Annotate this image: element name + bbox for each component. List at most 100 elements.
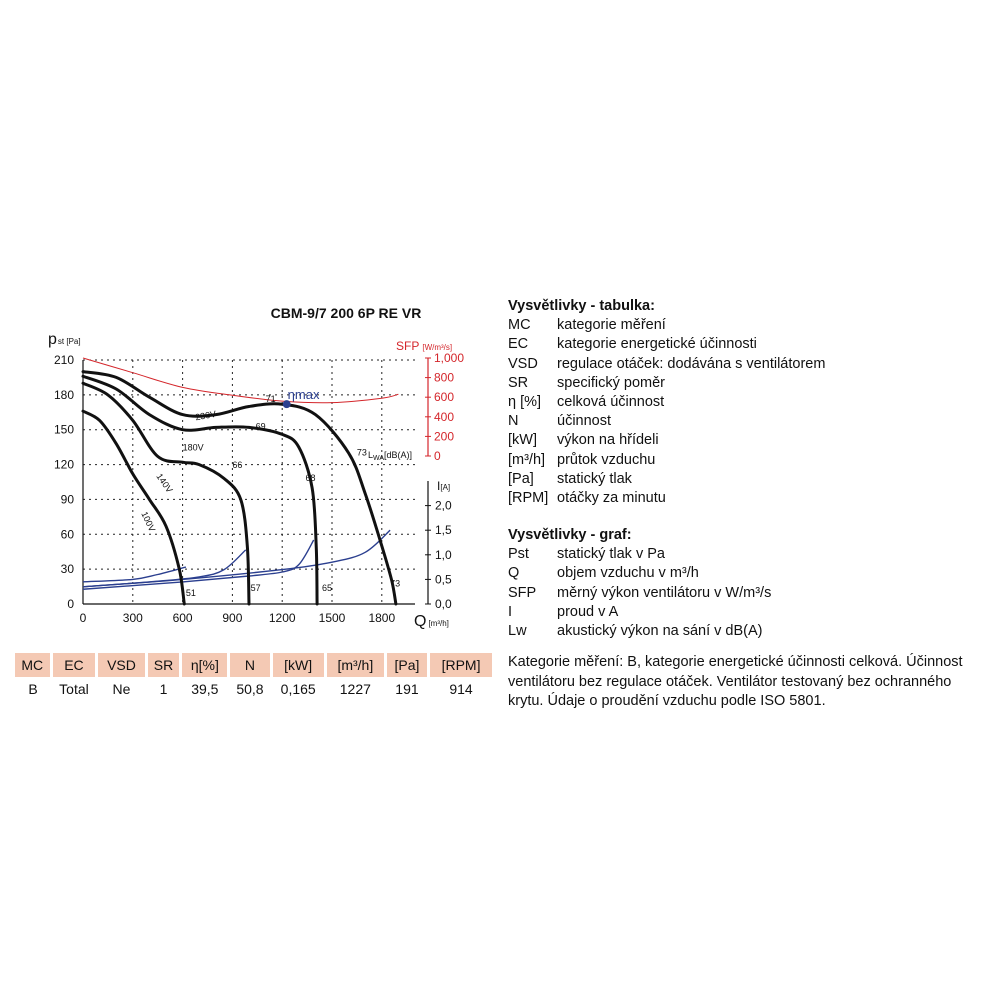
legend-key: Pst <box>508 546 529 563</box>
legend-key: Q <box>508 565 520 582</box>
legend-key: [kW] <box>508 432 537 449</box>
table-row: B Total Ne 1 39,5 50,8 0,165 1227 191 914 <box>15 677 494 701</box>
sfp-line <box>82 357 399 404</box>
performance-chart: CBM-9/7 200 6P RE VR pst [Pa] SFP [W/m³/s… <box>48 305 464 630</box>
curve-label: 180V <box>183 443 204 453</box>
table-header-cell: EC <box>51 653 99 677</box>
legend-desc: otáčky za minutu <box>557 490 666 507</box>
axis-ticks: 0 300 600 900 1200 1500 1800 0 30 60 90 120 150 180 21… <box>54 351 464 625</box>
y-tick-label: 210 <box>54 353 74 367</box>
current-line-140V <box>82 549 247 588</box>
curve-label: 73 <box>390 579 400 589</box>
curve-labels: 230V 180V 140V 100V 71 69 66 68 73 65 57 51 73 <box>139 394 400 598</box>
legend-item: Lw akustický výkon na sání v dB(A) <box>508 622 771 641</box>
pressure-curves <box>81 370 398 606</box>
x-axis-label: Q [m³/h] <box>414 613 449 630</box>
sfp-tick-label: 1,000 <box>434 351 464 365</box>
table-cell: Total <box>59 681 89 697</box>
legend-item: [m³/h] průtok vzduchu <box>508 451 825 470</box>
curve-label: 66 <box>232 460 242 470</box>
legend-desc: celková účinnost <box>557 394 665 411</box>
table-cell: 1227 <box>339 681 371 697</box>
table-header-cell: η[%] <box>180 653 231 677</box>
legend-table: Vysvětlivky - tabulka: MC kategorie měřen… <box>508 297 825 508</box>
sfp-axis-label: SFP [W/m³/s] <box>396 339 452 353</box>
table-header-cell: N <box>228 653 273 677</box>
legend-desc: kategorie měření <box>557 317 666 334</box>
legend-key: [RPM] <box>508 490 549 507</box>
legend-key: η [%] <box>508 394 542 411</box>
y-tick-label: 30 <box>61 562 75 576</box>
current-tick-label: 2,0 <box>435 499 452 513</box>
sfp-tick-label: 200 <box>434 429 454 443</box>
table-header-cell: [RPM] <box>428 653 495 677</box>
legend-key: SFP <box>508 584 537 601</box>
measurement-note: Kategorie měření: B, kategorie energetic… <box>508 654 963 709</box>
sfp-tick-label: 600 <box>434 390 454 404</box>
curve-label: 68 <box>305 473 315 483</box>
table-cell: Ne <box>112 681 131 697</box>
x-tick-label: 600 <box>173 611 193 625</box>
table-header-cell: [m³/h] <box>325 653 387 677</box>
current-line-100V <box>82 566 187 583</box>
legend-desc: objem vzduchu v m³/h <box>557 565 699 582</box>
table-cell: 914 <box>449 681 473 697</box>
table-header-cell: VSD <box>96 653 148 677</box>
legend-key: [m³/h] <box>508 451 546 468</box>
legend-key: I <box>508 603 513 620</box>
curve-label: 73 <box>357 447 367 457</box>
y-tick-label: 60 <box>61 527 75 541</box>
current-tick-label: 0,5 <box>435 572 452 586</box>
legend-key: VSD <box>508 355 538 372</box>
legend-desc: účinnost <box>557 413 612 430</box>
table-cell: 1 <box>159 681 168 697</box>
lwa-label: LWA[dB(A)] <box>368 450 412 462</box>
legend-desc: statický tlak v Pa <box>557 546 665 563</box>
current-tick-label: 1,0 <box>435 548 452 562</box>
pressure-line-180V <box>81 374 319 606</box>
current-curves <box>82 529 391 590</box>
legend-graph: Vysvětlivky - graf: Pst statický tlak v P… <box>508 526 771 641</box>
x-tick-label: 1800 <box>368 611 395 625</box>
legend-item: [kW] výkon na hřídeli <box>508 431 825 450</box>
curve-label: 51 <box>186 588 196 598</box>
y-tick-label: 150 <box>54 423 74 437</box>
legend-item: [RPM] otáčky za minutu <box>508 489 825 508</box>
curve-label: 230V <box>194 409 216 423</box>
table-header-cell: [Pa] <box>385 653 431 677</box>
legend-desc: kategorie energetické účinnosti <box>557 336 757 353</box>
legend-graph-title: Vysvětlivky - graf: <box>508 527 632 543</box>
current-tick-label: 0,0 <box>435 597 452 611</box>
pressure-line-100V <box>81 409 186 606</box>
legend-key: N <box>508 413 519 430</box>
legend-item: SFP měrný výkon ventilátoru v W/m³/s <box>508 584 771 603</box>
x-tick-label: 0 <box>80 611 87 625</box>
curve-label: 71 <box>266 394 276 404</box>
curve-label: 65 <box>322 583 332 593</box>
sfp-curve <box>82 357 399 404</box>
legend-desc: akustický výkon na sání v dB(A) <box>557 623 763 640</box>
pressure-line-230V <box>81 370 398 606</box>
eta-max-point <box>282 400 291 409</box>
legend-desc: výkon na hřídeli <box>557 432 659 449</box>
legend-key: EC <box>508 336 529 353</box>
table-header-row: MC EC VSD SR η[%] N [kW] [m³/h] [Pa] [RPM] <box>15 653 495 677</box>
eta-max-label: ηmax <box>288 387 320 402</box>
y-tick-label: 90 <box>61 492 75 506</box>
table-cell: 50,8 <box>236 681 264 697</box>
table-cell: 0,165 <box>280 681 316 697</box>
legend-desc: měrný výkon ventilátoru v W/m³/s <box>557 584 772 601</box>
curve-label: 100V <box>139 510 157 533</box>
curve-label: 69 <box>256 422 266 432</box>
legend-table-title: Vysvětlivky - tabulka: <box>508 298 655 314</box>
grid <box>82 358 429 605</box>
current-line-180V <box>82 539 315 590</box>
x-tick-label: 900 <box>222 611 242 625</box>
y-axis-label: pst [Pa] <box>48 331 81 348</box>
legend-desc: specifický poměr <box>557 374 665 391</box>
legend-desc: proud v A <box>557 603 619 620</box>
current-axis-label: I[A] <box>437 479 450 493</box>
x-tick-label: 300 <box>123 611 143 625</box>
